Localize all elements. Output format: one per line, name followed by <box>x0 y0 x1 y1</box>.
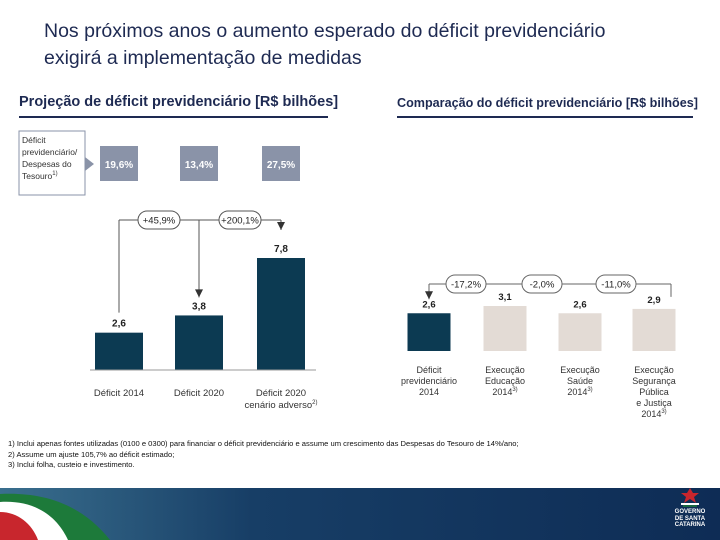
superscript: 1) <box>52 171 57 177</box>
ratio-label-line-1: previdenciário/ <box>22 147 78 157</box>
slide-title-line2: exigirá a implementação de medidas <box>44 47 362 69</box>
footer-graphic <box>0 488 720 540</box>
ratio-label-line-0: Déficit <box>22 135 46 145</box>
right-category-label-0-2: 2014 <box>419 387 439 397</box>
right-category-label-1-1: Educação <box>485 376 525 386</box>
right-category-label-1-2: 20143) <box>492 387 517 397</box>
right-bar-value-1: 3,1 <box>498 292 512 303</box>
diff-label-1: -2,0% <box>530 280 555 291</box>
left-category-label-2-1: cenário adverso2) <box>245 400 318 411</box>
right-category-label-2-0: Execução <box>560 365 600 375</box>
diff-arrow-icon <box>425 291 433 300</box>
right-category-label-3-4: 20143) <box>641 409 666 419</box>
right-category-label-1-0: Execução <box>485 365 525 375</box>
left-title-underline <box>19 116 328 118</box>
diff-pill-0 <box>445 274 487 294</box>
growth-arrow-end-icon <box>277 222 285 230</box>
left-category-label-0-0: Déficit 2014 <box>94 388 144 399</box>
diff-pill-1 <box>521 274 563 294</box>
footer-band <box>0 488 720 540</box>
footnotes: 1) Inclui apenas fontes utilizadas (0100… <box>8 439 519 471</box>
government-logo: GOVERNO DE SANTA CATARINA <box>666 487 714 529</box>
right-category-label-0-0: Déficit <box>416 365 442 375</box>
ratio-value-2: 27,5% <box>267 160 295 171</box>
right-category-label-0-1: previdenciário <box>401 376 457 386</box>
left-bar-0 <box>95 332 143 370</box>
superscript: 3) <box>661 409 666 415</box>
right-title-underline <box>397 116 693 118</box>
footnote-3: 3) Inclui folha, custeio e investimento. <box>8 460 135 470</box>
ratio-box-1 <box>180 146 218 181</box>
slide-title: Nos próximos anos o aumento esperado do … <box>44 18 714 72</box>
right-bar-1 <box>483 306 527 351</box>
right-bar-0 <box>407 313 451 351</box>
right-category-label-3-3: e Justiça <box>636 398 672 408</box>
growth-label-1: +200,1% <box>221 216 259 227</box>
ratio-box-2 <box>262 146 300 181</box>
right-category-label-3-2: Pública <box>639 387 669 397</box>
right-category-label-3-1: Segurança <box>632 376 676 386</box>
diff-pill-2 <box>595 274 637 294</box>
logo-line3: CATARINA <box>674 522 706 528</box>
ratio-label-line-2: Despesas do <box>22 159 72 169</box>
left-bar-2 <box>257 258 305 370</box>
right-bar-value-3: 2,9 <box>647 295 660 306</box>
ratio-box-0 <box>100 146 138 181</box>
growth-pill-1 <box>218 210 262 230</box>
right-bar-2 <box>558 313 602 351</box>
growth-label-0: +45,9% <box>143 216 176 227</box>
ratio-pointer-icon <box>85 157 94 171</box>
right-bar-value-0: 2,6 <box>422 299 435 310</box>
superscript: 3) <box>512 387 517 393</box>
left-chart-title: Projeção de déficit previdenciário [R$ b… <box>19 94 339 110</box>
logo-line2: DE SANTA <box>674 515 706 522</box>
state-flag-icon <box>681 488 699 507</box>
slide-title-line1: Nos próximos anos o aumento esperado do … <box>44 20 606 42</box>
left-category-label-1-0: Déficit 2020 <box>174 388 224 399</box>
charts-canvas: 2,6 3,8 7,8 Déficit 2014 Déficit 2020 Déficit… <box>18 130 676 419</box>
right-bar-value-2: 2,6 <box>573 299 586 310</box>
ratio-label-box <box>18 130 86 196</box>
growth-pill-0 <box>137 210 181 230</box>
logo-line1: GOVERNO <box>674 509 706 515</box>
footnote-2: 2) Assume um ajuste 105,7% ao déficit es… <box>8 449 175 459</box>
growth-arrow-mid-icon <box>195 289 203 298</box>
ratio-value-0: 19,6% <box>105 160 133 171</box>
right-chart-title: Comparação do déficit previdenciário [R$… <box>397 96 698 110</box>
left-bar-value-0: 2,6 <box>112 319 126 330</box>
ratio-label-line-3: Tesouro1) <box>22 171 58 181</box>
superscript: 2) <box>312 400 317 406</box>
ratio-value-1: 13,4% <box>185 160 213 171</box>
footnote-1: 1) Inclui apenas fontes utilizadas (0100… <box>8 439 519 448</box>
right-category-label-3-0: Execução <box>634 365 674 375</box>
right-category-label-2-2: 20143) <box>567 387 592 397</box>
diff-label-2: -11,0% <box>601 280 631 291</box>
left-bar-value-2: 7,8 <box>274 244 288 255</box>
left-bar-1 <box>175 315 223 370</box>
right-bar-3 <box>632 308 676 351</box>
superscript: 3) <box>587 387 592 393</box>
left-bar-value-1: 3,8 <box>192 301 206 312</box>
left-category-label-2-0: Déficit 2020 <box>256 388 306 399</box>
diff-label-0: -17,2% <box>451 280 482 291</box>
right-category-label-2-1: Saúde <box>567 376 593 386</box>
